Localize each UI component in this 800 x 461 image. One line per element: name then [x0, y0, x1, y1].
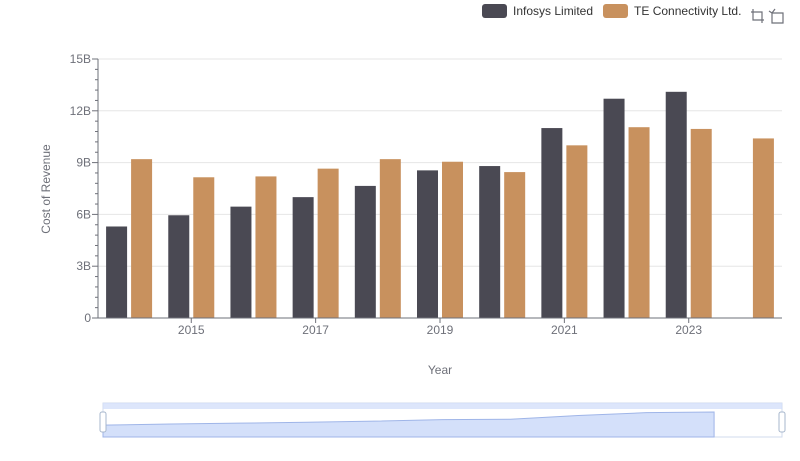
bar-infosys: [230, 206, 252, 318]
bar-infosys: [106, 226, 128, 318]
slider-handle-right: [778, 411, 786, 433]
bar-te: [193, 177, 215, 318]
legend-swatch-infosys: [482, 4, 507, 18]
legend-item-infosys[interactable]: Infosys Limited: [482, 4, 593, 18]
bar-infosys: [354, 185, 376, 318]
slider-preview-area: [102, 411, 715, 438]
x-axis-title: Year: [428, 363, 452, 377]
bars: [106, 91, 774, 318]
x-tick-label: 2023: [675, 323, 702, 337]
bar-infosys: [417, 170, 438, 318]
legend-item-te[interactable]: TE Connectivity Ltd.: [603, 4, 741, 18]
x-tick-label: 2015: [178, 323, 205, 337]
bar-te: [131, 159, 153, 318]
y-tick-label: 3B: [76, 259, 91, 273]
bar-infosys: [292, 197, 314, 318]
legend-swatch-te: [603, 4, 629, 18]
slider-handle-left: [99, 411, 107, 433]
y-tick-label: 6B: [76, 207, 91, 221]
x-tick-label: 2017: [302, 323, 329, 337]
bar-infosys: [168, 215, 190, 318]
zoom-slider[interactable]: [99, 402, 786, 438]
y-tick-label: 9B: [76, 156, 91, 170]
bar-te: [566, 145, 588, 318]
bar-te: [255, 176, 277, 318]
axes: 0 3B 6B 9B 12B 15B 2015 2017 2019 2021 2023: [70, 52, 782, 337]
chart-toolbar: [746, 7, 786, 25]
y-tick-label: 15B: [70, 52, 91, 66]
bar-te: [317, 168, 339, 318]
x-tick-label: 2019: [427, 323, 454, 337]
legend: Infosys Limited TE Connectivity Ltd.: [482, 4, 751, 18]
slider-top-bar: [103, 403, 782, 409]
bar-te: [379, 159, 401, 318]
legend-label-te: TE Connectivity Ltd.: [634, 4, 742, 18]
y-axis-title: Cost of Revenue: [39, 144, 53, 234]
bar-te: [752, 138, 774, 318]
restore-icon[interactable]: [768, 7, 786, 25]
zoom-icon[interactable]: [748, 7, 766, 25]
bar-te: [690, 128, 712, 318]
bar-infosys: [603, 98, 625, 318]
bar-te: [628, 127, 650, 318]
y-tick-label: 12B: [70, 104, 91, 118]
bar-te: [504, 172, 526, 318]
y-tick-label: 0: [84, 311, 91, 325]
bar-infosys: [665, 91, 687, 318]
bar-te: [442, 161, 463, 318]
bar-infosys: [479, 166, 501, 318]
x-tick-label: 2021: [551, 323, 578, 337]
bar-infosys: [541, 128, 563, 318]
legend-label-infosys: Infosys Limited: [513, 4, 594, 18]
